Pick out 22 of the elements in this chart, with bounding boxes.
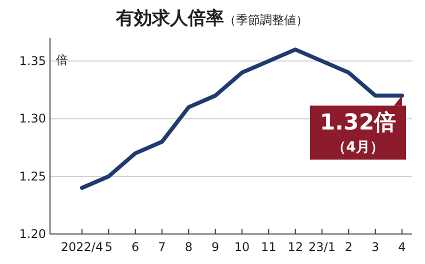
line-series bbox=[80, 48, 404, 190]
chart-title: 有効求人倍率 bbox=[115, 8, 224, 29]
y-tick-label: 1.25 bbox=[19, 169, 46, 184]
x-tick-label: 7 bbox=[158, 240, 166, 254]
x-tick-label: 9 bbox=[212, 240, 220, 254]
x-tick-label: 2 bbox=[344, 240, 352, 254]
x-tick-label: 5 bbox=[104, 240, 112, 254]
y-tick-label: 1.30 bbox=[19, 112, 46, 126]
y-axis-title: 倍 bbox=[56, 53, 68, 67]
x-tick-label: 3 bbox=[372, 240, 380, 254]
x-tick-label: 12 bbox=[288, 240, 303, 254]
x-tick-label: 8 bbox=[184, 240, 192, 254]
x-tick-label: 4 bbox=[398, 240, 406, 254]
x-tick-label: 10 bbox=[234, 240, 250, 254]
x-tick-label: 6 bbox=[132, 240, 140, 254]
x-tick-label: 23/1 bbox=[308, 240, 336, 254]
y-tick-label: 1.35 bbox=[19, 54, 46, 68]
annotation: 1.32倍（4月） bbox=[320, 110, 396, 156]
y-tick-label: 1.20 bbox=[19, 227, 46, 241]
chart-subtitle: （季節調整値） bbox=[224, 13, 308, 27]
x-tick-label: 2022/4 bbox=[60, 240, 104, 254]
x-tick-label: 11 bbox=[261, 240, 276, 254]
